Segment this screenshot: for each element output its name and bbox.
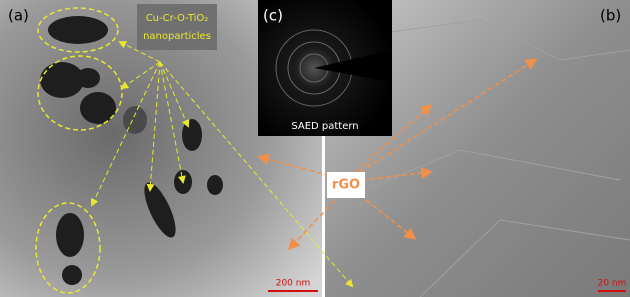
- particle: [76, 68, 100, 88]
- particle: [62, 265, 82, 285]
- particle: [48, 16, 108, 44]
- particle: [56, 213, 84, 257]
- scale-label: 20 nm: [598, 279, 627, 289]
- label-line: Cu-Cr-O-TiO₂: [146, 13, 209, 24]
- label-box: [137, 4, 217, 50]
- panel-label: (b): [600, 7, 621, 25]
- label-line: nanoparticles: [143, 31, 211, 42]
- particle: [80, 92, 116, 124]
- particle: [182, 119, 202, 151]
- figure: (a) (b) (c) Cu-Cr-O-TiO₂ nanoparticles S…: [0, 0, 630, 297]
- scale-label: 200 nm: [276, 279, 311, 289]
- particle: [123, 106, 147, 134]
- particle: [207, 175, 223, 195]
- panel-label: (c): [263, 7, 283, 25]
- rgo-label: rGO: [332, 178, 360, 193]
- saed-label: SAED pattern: [291, 121, 358, 132]
- panel-label: (a): [8, 7, 29, 25]
